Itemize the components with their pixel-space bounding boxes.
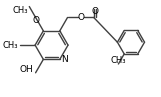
Text: O: O — [78, 13, 85, 22]
Text: OH: OH — [20, 65, 34, 74]
Text: O: O — [32, 16, 39, 26]
Text: CH₃: CH₃ — [111, 56, 126, 65]
Text: CH₃: CH₃ — [2, 41, 18, 50]
Text: N: N — [61, 55, 67, 64]
Text: CH₃: CH₃ — [13, 6, 28, 15]
Text: O: O — [91, 7, 98, 16]
